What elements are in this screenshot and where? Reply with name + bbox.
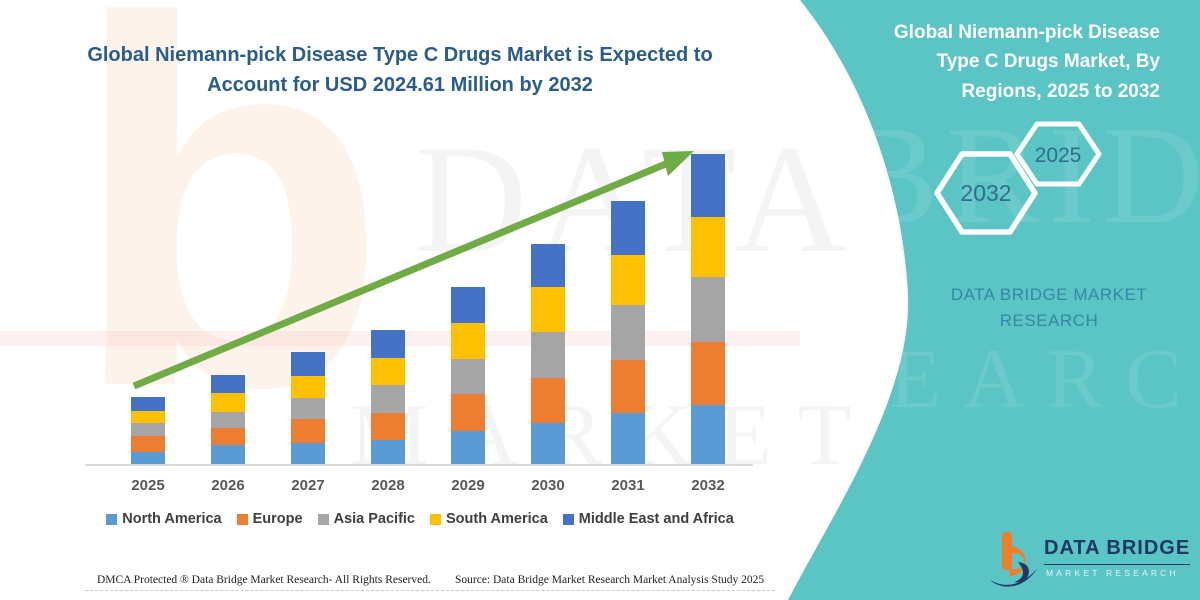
x-axis-label: 2029 [451,477,485,494]
bar-segment [531,423,565,464]
x-axis-label: 2027 [291,477,325,494]
bar-segment [371,412,405,440]
bar-segment [531,287,565,333]
bar-2026 [211,375,245,464]
data-bridge-logo: DATA BRIDGE MARKET RESEARCH [988,528,1193,594]
bar-chart-plot: 2025 2026 2027 2028 2029 2030 2031 2032 [85,154,753,494]
footer-divider [85,590,775,591]
logo-subtitle-text: MARKET RESEARCH [1046,568,1179,578]
bar-segment [611,305,645,360]
bar-segment [211,428,245,445]
legend-label: Europe [252,511,303,527]
bar-segment [131,411,165,424]
legend-swatch-icon [106,513,118,525]
bar-segment [531,244,565,288]
bar-segment [371,440,405,464]
bar-segment [291,376,325,398]
bar-segment [451,322,485,360]
legend-item: Middle East and Africa [562,511,734,527]
source-text: Source: Data Bridge Market Research Mark… [455,574,765,586]
side-panel-title: Global Niemann-pick Disease Type C Drugs… [893,22,1160,102]
bar-2030 [531,244,565,464]
bar-segment [211,412,245,429]
bar-segment [131,436,165,453]
hexagon-2025-label: 2025 [1035,144,1082,167]
x-axis-label: 2032 [691,477,725,494]
legend-label: North America [122,511,222,527]
x-axis-label: 2031 [611,477,645,494]
bar-segment [691,341,725,405]
x-axis-label: 2025 [131,477,165,494]
bar-segment [291,397,325,419]
bar-segment [691,404,725,464]
bar-segment [211,445,245,464]
trend-arrow-icon [132,151,694,390]
bar-segment [291,352,325,377]
bar-segment [131,452,165,464]
legend-swatch-icon [562,513,574,525]
bar-segment [131,423,165,437]
bar-segment [691,276,725,342]
chart-legend: North America Europe Asia Pacific South Ame… [60,511,780,527]
bar-segment [371,330,405,359]
hexagon-2032-label: 2032 [960,180,1011,206]
legend-item: Asia Pacific [317,511,415,527]
logo-name-text: DATA BRIDGE [1044,537,1191,565]
bar-2029 [451,286,485,464]
x-axis-label: 2028 [371,477,405,494]
bar-segment [611,359,645,413]
bar-2028 [371,330,405,464]
bar-segment [611,255,645,306]
legend-swatch-icon [236,513,248,525]
bar-2027 [291,352,325,464]
hexagon-2032-badge: 2032 [934,151,1038,235]
legend-label: Middle East and Africa [578,511,734,527]
bar-segment [291,442,325,464]
legend-item: South America [430,511,548,527]
legend-swatch-icon [317,513,329,525]
bar-segment [451,286,485,323]
bar-segment [531,378,565,423]
x-axis-label: 2026 [211,477,245,494]
legend-item: Europe [236,511,303,527]
bar-segment [211,392,245,413]
bar-segment [691,217,725,277]
x-axis-line [85,464,753,466]
bar-segment [451,394,485,432]
bar-2031 [611,201,645,464]
bar-segment [451,431,485,464]
bar-segment [691,154,725,218]
bar-segment [211,375,245,393]
legend-label: South America [446,511,548,527]
legend-swatch-icon [430,513,441,525]
legend-label: Asia Pacific [333,511,415,527]
bar-segment [451,359,485,395]
copyright-text: DMCA Protected ® Data Bridge Market Rese… [97,574,431,586]
bar-segment [531,332,565,379]
x-axis-label: 2030 [531,477,565,494]
bar-2032 [691,154,725,464]
bar-segment [131,397,165,412]
chart-title: Global Niemann-pick Disease Type C Drugs… [87,44,713,96]
data-bridge-logo-icon [990,532,1038,587]
bar-segment [291,418,325,443]
bar-segment [611,413,645,464]
hexagon-2025-badge: 2025 [1014,121,1102,187]
panel-brand-text: DATA BRIDGE MARKET RESEARCH [950,285,1148,330]
bar-2025 [131,397,165,464]
bar-segment [371,358,405,385]
bar-segment [611,201,645,256]
legend-item: North America [106,511,222,527]
bar-segment [371,384,405,413]
